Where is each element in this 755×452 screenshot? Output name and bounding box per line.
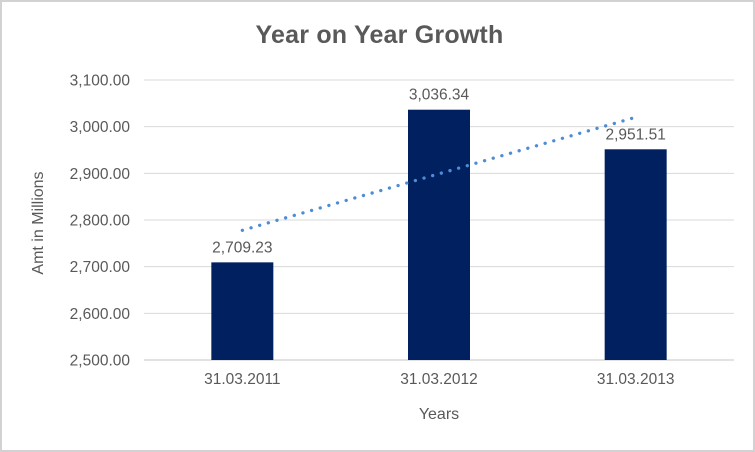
y-tick-label: 2,900.00: [70, 166, 131, 183]
y-tick-label: 3,000.00: [70, 119, 131, 136]
data-label: 2,709.23: [212, 239, 272, 256]
data-label: 2,951.51: [605, 126, 665, 143]
x-tick-label: 31.03.2011: [204, 371, 280, 388]
x-tick-label: 31.03.2013: [597, 371, 675, 388]
bar-31.03.2012[interactable]: [408, 109, 470, 360]
trendline[interactable]: [240, 115, 638, 232]
y-tick-label: 2,700.00: [70, 259, 131, 276]
y-tick-label: 2,600.00: [70, 306, 131, 323]
x-tick-label: 31.03.2012: [400, 371, 478, 388]
y-tick-label: 2,500.00: [70, 353, 131, 370]
y-tick-label: 2,800.00: [70, 213, 131, 230]
chart-title: Year on Year Growth: [255, 21, 504, 49]
y-tick-label: 3,100.00: [70, 73, 131, 90]
y-axis-title: Amt in Millions: [30, 171, 47, 275]
bar-31.03.2013[interactable]: [604, 149, 667, 360]
data-label: 3,036.34: [409, 87, 470, 104]
x-axis-title: Years: [418, 406, 460, 423]
bar-31.03.2011[interactable]: [211, 262, 274, 360]
